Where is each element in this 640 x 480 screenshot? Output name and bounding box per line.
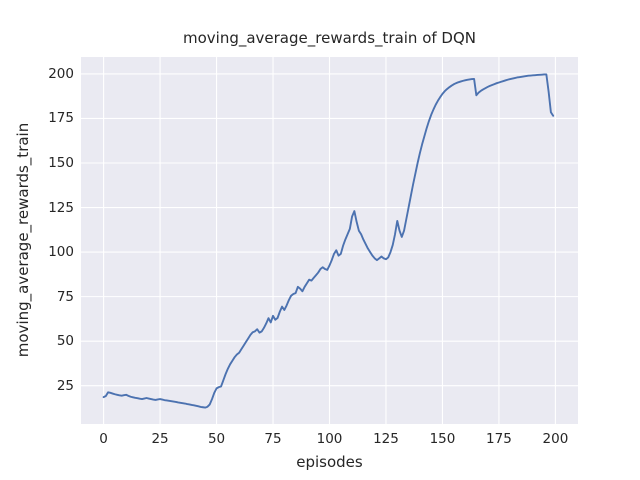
y-tick-label: 150 — [48, 155, 74, 171]
x-tick-label: 175 — [486, 431, 512, 447]
x-axis-label: episodes — [296, 453, 363, 471]
y-tick-label: 125 — [48, 199, 74, 216]
y-tick-label: 200 — [48, 65, 74, 82]
x-tick-label: 150 — [429, 431, 456, 447]
plot-area — [81, 57, 578, 424]
chart-title: moving_average_rewards_train of DQN — [182, 29, 477, 47]
reward-curve — [102, 73, 555, 409]
line-chart — [81, 57, 578, 424]
y-tick-label: 25 — [56, 377, 74, 394]
x-tick-label: 200 — [542, 431, 569, 447]
x-tick-label: 0 — [99, 431, 108, 447]
y-tick-label: 100 — [48, 244, 74, 261]
x-tick-label: 25 — [151, 431, 169, 447]
x-tick-label: 50 — [207, 431, 226, 447]
x-tick-label: 75 — [264, 431, 282, 447]
y-tick-label: 75 — [56, 288, 74, 305]
x-tick-label: 125 — [373, 431, 399, 447]
y-tick-label: 175 — [48, 110, 74, 127]
x-tick-label: 100 — [316, 431, 343, 447]
y-tick-label: 50 — [56, 333, 74, 350]
